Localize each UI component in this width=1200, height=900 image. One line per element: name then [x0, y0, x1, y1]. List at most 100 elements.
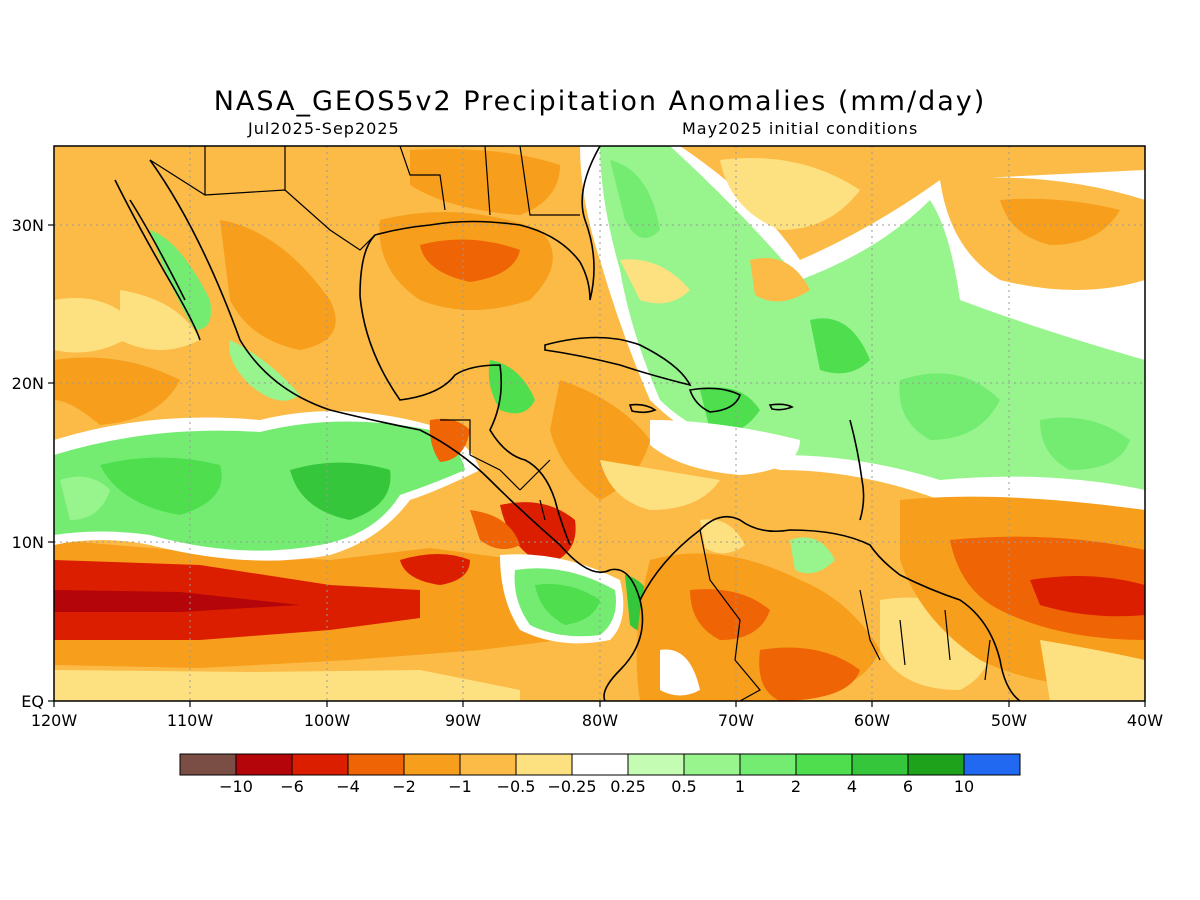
colorbar-swatch-14 — [963, 753, 1021, 776]
us-mexico-border — [149, 159, 376, 251]
colorbar-swatch-13 — [907, 753, 965, 776]
x-tick-90w: 90W — [445, 711, 481, 730]
gulf-coast — [359, 146, 601, 301]
colorbar-swatch-8 — [627, 753, 685, 776]
colorbar-label-6: −0.25 — [547, 777, 596, 796]
atlantic-yellow-south — [1040, 640, 1145, 701]
colorbar-swatch-1 — [235, 753, 293, 776]
colorbar-label-7: 0.25 — [610, 777, 646, 796]
cuba — [544, 336, 692, 387]
pacific-south-deep-red — [54, 590, 300, 612]
guatemala-red — [429, 418, 470, 462]
colombia-venezuela-border — [699, 529, 761, 701]
x-tick-60w: 60W — [854, 711, 890, 730]
baja-green — [150, 230, 211, 330]
colorbar-label-10: 2 — [791, 777, 801, 796]
venezuela-orange-red — [690, 589, 770, 640]
pacific-green-band — [54, 421, 465, 551]
valid-period: Jul2025-Sep2025 — [248, 119, 400, 138]
venezuela-south-orange-red — [759, 647, 860, 701]
colorbar-label-12: 6 — [903, 777, 913, 796]
borders — [149, 146, 991, 701]
trinidad-green — [790, 537, 835, 574]
atlantic-green-core-1 — [610, 160, 660, 238]
colorbar-label-0: −10 — [219, 777, 253, 796]
us-state-lines — [204, 146, 580, 216]
pacific-north-yellow — [54, 298, 140, 353]
nicaragua-red — [500, 502, 576, 565]
costa-rica-orange — [470, 510, 520, 549]
mexico-yellow — [120, 290, 200, 350]
x-tick-50w: 50W — [991, 711, 1027, 730]
colorbar-swatch-2 — [291, 753, 349, 776]
grid-lines — [54, 146, 1145, 701]
x-tick-100w: 100W — [304, 711, 351, 730]
colorbar-label-8: 0.5 — [671, 777, 696, 796]
guyana-borders — [859, 589, 991, 681]
colorbar-swatch-6 — [515, 753, 573, 776]
initial-conditions: May2025 initial conditions — [682, 119, 919, 138]
y-tick-10n: 10N — [12, 533, 44, 552]
colorbar-label-3: −2 — [392, 777, 416, 796]
colorbar-label-1: −6 — [280, 777, 304, 796]
colorbar-label-4: −1 — [448, 777, 472, 796]
colorbar-label-9: 1 — [735, 777, 745, 796]
atlantic-itcz-red — [1030, 576, 1145, 617]
bahamas-yellow — [620, 259, 690, 304]
central-america-borders — [440, 419, 551, 521]
atlantic-yellow-2 — [750, 258, 810, 302]
x-tick-70w: 70W — [718, 711, 754, 730]
x-tick-110w: 110W — [167, 711, 214, 730]
colorbar-swatch-0 — [179, 753, 237, 776]
colorbar-swatch-5 — [459, 753, 517, 776]
hispaniola-green — [700, 387, 760, 433]
y-tick-eq: EQ — [21, 692, 44, 711]
y-tick-20n: 20N — [12, 374, 44, 393]
colorbar-swatch-7 — [571, 753, 629, 776]
mexico-orange-area — [220, 220, 336, 350]
central-atlantic-orange-core — [1000, 198, 1120, 245]
colorbar-swatch-3 — [347, 753, 405, 776]
pacific-light-green-patch — [60, 476, 110, 520]
colorbar-label-2: −4 — [336, 777, 360, 796]
pacific-green-core-2 — [290, 462, 391, 520]
colorbar-swatch-12 — [851, 753, 909, 776]
pacific-green-core-1 — [100, 457, 222, 515]
caribbean-white — [650, 420, 800, 475]
pacific-south-yellow — [54, 670, 520, 701]
baja-inner-coast — [129, 199, 186, 301]
coastlines — [114, 146, 1021, 701]
colorbar-swatch-4 — [403, 753, 461, 776]
x-tick-80w: 80W — [582, 711, 618, 730]
hispaniola — [688, 387, 741, 413]
colorbar-label-11: 4 — [847, 777, 857, 796]
gulf-red-core — [420, 239, 520, 282]
jamaica — [628, 403, 657, 414]
tick-marks — [48, 224, 1146, 707]
colombia-pacific-green-core — [535, 584, 600, 625]
colorbar-label-5: −0.5 — [497, 777, 536, 796]
anomaly-field — [54, 146, 1145, 701]
colorbar-swatch-11 — [795, 753, 853, 776]
colorbar-swatch-10 — [739, 753, 797, 776]
caribbean-yellow — [600, 460, 720, 510]
baja-coast — [114, 179, 201, 341]
mexico-pacific-coast — [149, 159, 644, 701]
pacific-north-orange — [54, 357, 180, 425]
colorbar: −10 −6 −4 −2 −1 −0.5 −0.25 0.25 0.5 1 2 4 6 10 — [179, 753, 1021, 796]
mexico-gulf-coast — [359, 295, 571, 546]
x-tick-120w: 120W — [31, 711, 78, 730]
lake-maracaibo-yellow — [700, 519, 745, 554]
lesser-antilles — [849, 419, 865, 521]
atlantic-yellow-1 — [720, 158, 860, 230]
south-america-north-coast — [639, 515, 1021, 701]
y-tick-30n: 30N — [12, 216, 44, 235]
atlantic-green-core-4 — [1040, 417, 1130, 470]
colombia-south-white — [660, 649, 700, 696]
puerto-rico — [768, 403, 794, 411]
colorbar-swatch-9 — [683, 753, 741, 776]
gulf-panama-red — [400, 554, 470, 585]
atlantic-green-core-2 — [810, 318, 870, 374]
atlantic-green-core-3 — [899, 373, 1000, 440]
